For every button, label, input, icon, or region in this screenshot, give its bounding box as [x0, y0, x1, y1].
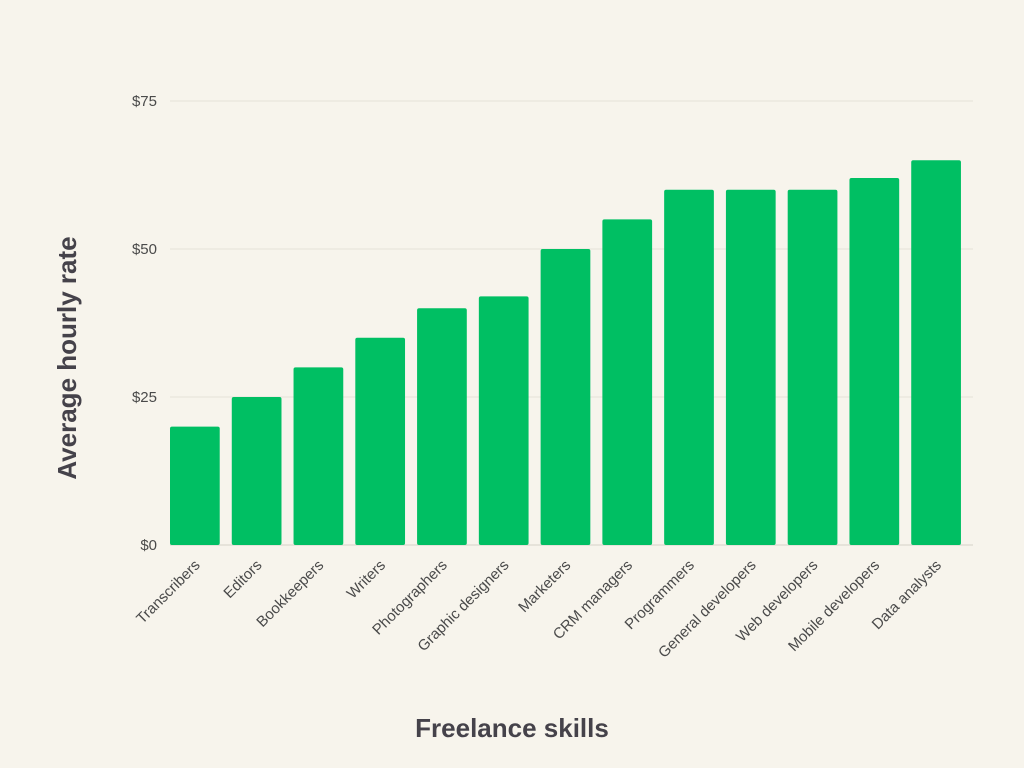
x-tick-label: Editors	[220, 557, 265, 602]
y-tick-label: $50	[132, 241, 157, 258]
bar[interactable]	[355, 337, 406, 545]
bar[interactable]	[540, 249, 591, 545]
bar[interactable]	[787, 189, 838, 546]
x-tick-label: Transcribers	[133, 557, 204, 628]
y-tick-label: $25	[132, 389, 157, 406]
y-tick-label: $0	[140, 537, 157, 554]
bar[interactable]	[911, 160, 961, 545]
bar[interactable]	[231, 397, 282, 545]
bar[interactable]	[478, 296, 529, 545]
x-tick-label: Writers	[344, 557, 389, 602]
bar[interactable]	[170, 426, 220, 545]
x-tick-label: Marketers	[515, 557, 574, 616]
bar[interactable]	[417, 308, 467, 545]
y-tick-label: $75	[132, 93, 157, 110]
bar[interactable]	[293, 367, 344, 545]
y-axis-ticks: $0 $25 $50 $75	[132, 93, 157, 554]
bar[interactable]	[849, 177, 900, 545]
y-axis-title: Average hourly rate	[52, 236, 82, 479]
bar[interactable]	[602, 219, 653, 545]
bars	[170, 160, 961, 546]
bar[interactable]	[664, 189, 714, 546]
x-axis-title: Freelance skills	[415, 713, 609, 743]
bar[interactable]	[725, 189, 776, 546]
